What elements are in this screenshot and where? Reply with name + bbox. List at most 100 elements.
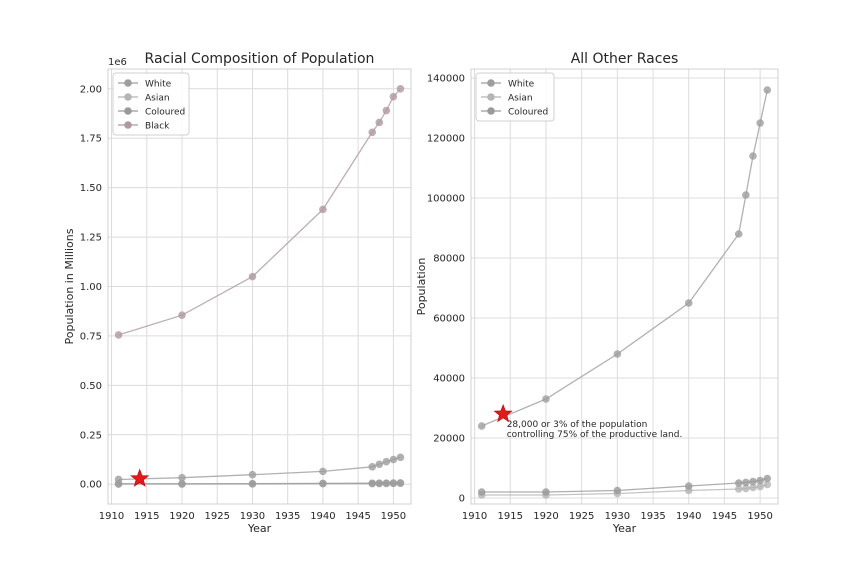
plot-frame <box>107 68 412 505</box>
data-point <box>396 479 405 487</box>
y-tick-label: 2.00 <box>80 84 102 95</box>
data-point <box>542 395 550 403</box>
y-tick-label: 1.75 <box>80 134 102 145</box>
data-point <box>684 299 693 307</box>
y-tick-label: 140000 <box>427 74 465 85</box>
data-point <box>749 152 757 160</box>
data-point <box>368 479 377 488</box>
data-point <box>178 480 186 488</box>
y-tick-label: 0.00 <box>80 480 102 491</box>
data-point <box>684 482 693 490</box>
data-point <box>742 478 750 487</box>
data-point <box>389 479 398 487</box>
legend-marker <box>487 93 495 101</box>
y-tick-label: 20000 <box>433 434 465 445</box>
series-coloured <box>477 474 772 496</box>
data-point <box>382 457 391 466</box>
data-point <box>368 463 377 471</box>
x-tick-label: 1915 <box>134 511 159 522</box>
y-offset-text: 1e6 <box>108 57 127 68</box>
y-tick-label: 0.75 <box>80 331 102 342</box>
data-point <box>613 486 622 495</box>
data-point <box>382 479 391 487</box>
data-point <box>319 479 327 488</box>
data-point <box>178 311 186 319</box>
x-tick-label: 1920 <box>533 511 558 522</box>
x-tick-label: 1930 <box>605 511 630 522</box>
data-point <box>742 191 750 199</box>
data-point <box>248 470 257 479</box>
data-point <box>368 128 377 137</box>
y-tick-label: 120000 <box>427 134 465 145</box>
legend-label: Black <box>145 122 170 132</box>
series-black <box>114 84 405 339</box>
data-point <box>114 331 123 339</box>
y-tick-label: 60000 <box>433 314 465 325</box>
data-point <box>248 479 257 488</box>
legend-label: Asian <box>508 94 533 104</box>
legend-marker <box>124 107 132 115</box>
x-tick-label: 1920 <box>169 511 194 522</box>
x-tick-label: 1945 <box>712 511 737 522</box>
plot-frame <box>470 68 779 505</box>
x-axis-label: Year <box>612 522 637 535</box>
x-tick-label: 1915 <box>498 511 523 522</box>
data-point <box>389 455 398 464</box>
data-point <box>756 119 764 127</box>
x-tick-label: 1925 <box>204 511 229 522</box>
y-tick-label: 40000 <box>433 374 465 385</box>
legend-marker <box>487 79 495 87</box>
data-point <box>763 86 772 94</box>
data-point <box>178 473 186 482</box>
legend-box <box>112 72 190 136</box>
data-point <box>542 488 550 496</box>
legend-marker <box>124 121 132 129</box>
legend-marker <box>124 93 132 101</box>
chart-title: All Other Races <box>571 51 679 67</box>
legend-label: Coloured <box>508 108 548 118</box>
y-tick-label: 0.25 <box>80 430 102 441</box>
x-tick-label: 1940 <box>676 511 701 522</box>
x-tick-label: 1935 <box>275 511 300 522</box>
legend-label: Coloured <box>145 108 185 118</box>
y-tick-label: 0 <box>459 494 465 505</box>
y-tick-label: 0.50 <box>80 381 102 392</box>
data-point <box>749 477 757 486</box>
y-tick-label: 1.50 <box>80 183 102 194</box>
data-point <box>396 84 405 93</box>
x-tick-label: 1930 <box>240 511 265 522</box>
y-tick-label: 1.00 <box>80 282 102 293</box>
series-coloured <box>114 479 405 488</box>
y-tick-label: 100000 <box>427 194 465 205</box>
data-point <box>734 479 743 487</box>
legend-box <box>475 72 555 122</box>
data-point <box>756 476 764 485</box>
data-point <box>382 106 391 115</box>
data-point <box>114 480 123 488</box>
legend-label: White <box>145 80 172 90</box>
legend: White Asian Coloured Black <box>112 72 190 136</box>
y-tick-label: 80000 <box>433 254 465 265</box>
x-axis-label: Year <box>247 522 272 535</box>
legend-marker <box>124 79 132 87</box>
y-axis-label: Population in Millions <box>63 228 76 344</box>
series-white <box>114 453 405 484</box>
x-tick-label: 1950 <box>381 511 406 522</box>
x-tick-label: 1935 <box>640 511 665 522</box>
data-point <box>763 474 772 483</box>
data-point <box>319 205 327 214</box>
highlight-star-marker <box>493 403 513 423</box>
highlight-star-marker <box>130 468 150 487</box>
x-tick-label: 1925 <box>569 511 594 522</box>
legend-marker <box>487 107 495 115</box>
data-point <box>613 350 622 358</box>
chart-title: Racial Composition of Population <box>145 51 375 67</box>
data-point <box>319 467 327 476</box>
gridlines <box>471 69 778 504</box>
x-tick-label: 1945 <box>345 511 370 522</box>
data-point <box>375 460 384 469</box>
legend-label: Asian <box>145 94 170 104</box>
data-point <box>734 230 743 238</box>
data-point <box>477 488 486 496</box>
